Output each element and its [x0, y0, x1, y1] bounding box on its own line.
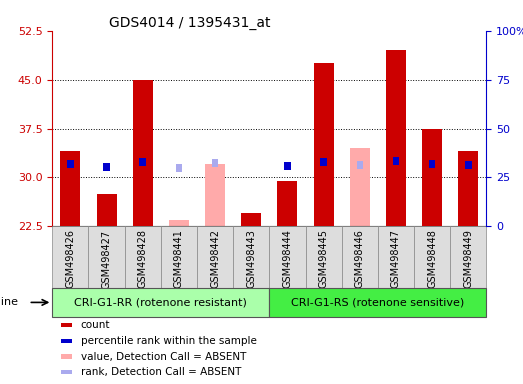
Text: GSM498447: GSM498447	[391, 230, 401, 288]
Bar	[169, 220, 189, 227]
Bar	[205, 164, 225, 227]
Bar	[278, 181, 298, 227]
Bar	[124, 227, 161, 288]
Bar	[314, 63, 334, 227]
Bar	[212, 159, 218, 167]
Bar	[88, 227, 124, 288]
Text: value, Detection Call = ABSENT: value, Detection Call = ABSENT	[81, 352, 246, 362]
Text: GSM498448: GSM498448	[427, 230, 437, 288]
Bar	[140, 158, 146, 166]
Bar	[458, 151, 478, 227]
Bar	[61, 151, 81, 227]
Text: GSM498446: GSM498446	[355, 230, 365, 288]
Bar	[357, 161, 363, 169]
Text: cell line: cell line	[0, 298, 18, 308]
Text: count: count	[81, 320, 110, 330]
Bar	[52, 227, 88, 288]
Bar	[342, 227, 378, 288]
Bar	[52, 288, 269, 317]
Bar	[61, 323, 72, 327]
Text: CRI-G1-RS (rotenone sensitive): CRI-G1-RS (rotenone sensitive)	[291, 298, 464, 308]
Bar	[269, 288, 486, 317]
Text: GDS4014 / 1395431_at: GDS4014 / 1395431_at	[109, 16, 270, 30]
Text: GSM498444: GSM498444	[282, 230, 292, 288]
Bar	[321, 158, 327, 166]
Text: GSM498442: GSM498442	[210, 230, 220, 288]
Bar	[61, 370, 72, 374]
Bar	[284, 162, 291, 170]
Bar	[465, 161, 472, 169]
Text: GSM498449: GSM498449	[463, 230, 473, 288]
Text: GSM498426: GSM498426	[65, 230, 75, 288]
Text: rank, Detection Call = ABSENT: rank, Detection Call = ABSENT	[81, 367, 241, 377]
Bar	[97, 194, 117, 227]
Bar	[61, 339, 72, 343]
Bar	[422, 129, 442, 227]
Text: GSM498428: GSM498428	[138, 230, 147, 288]
Bar	[378, 227, 414, 288]
Text: GSM498443: GSM498443	[246, 230, 256, 288]
Bar	[393, 157, 399, 165]
Bar	[233, 227, 269, 288]
Text: GSM498445: GSM498445	[319, 230, 328, 288]
Text: GSM498427: GSM498427	[101, 230, 111, 289]
Bar	[414, 227, 450, 288]
Bar	[104, 163, 110, 170]
Text: GSM498441: GSM498441	[174, 230, 184, 288]
Bar	[133, 79, 153, 227]
Bar	[386, 50, 406, 227]
Bar	[241, 214, 261, 227]
Bar	[197, 227, 233, 288]
Bar	[350, 148, 370, 227]
Bar	[176, 164, 182, 172]
Bar	[161, 227, 197, 288]
Text: percentile rank within the sample: percentile rank within the sample	[81, 336, 256, 346]
Bar	[429, 160, 435, 168]
Text: CRI-G1-RR (rotenone resistant): CRI-G1-RR (rotenone resistant)	[74, 298, 247, 308]
Bar	[67, 160, 74, 168]
Bar	[269, 227, 305, 288]
Bar	[450, 227, 486, 288]
Bar	[61, 354, 72, 359]
Bar	[305, 227, 342, 288]
